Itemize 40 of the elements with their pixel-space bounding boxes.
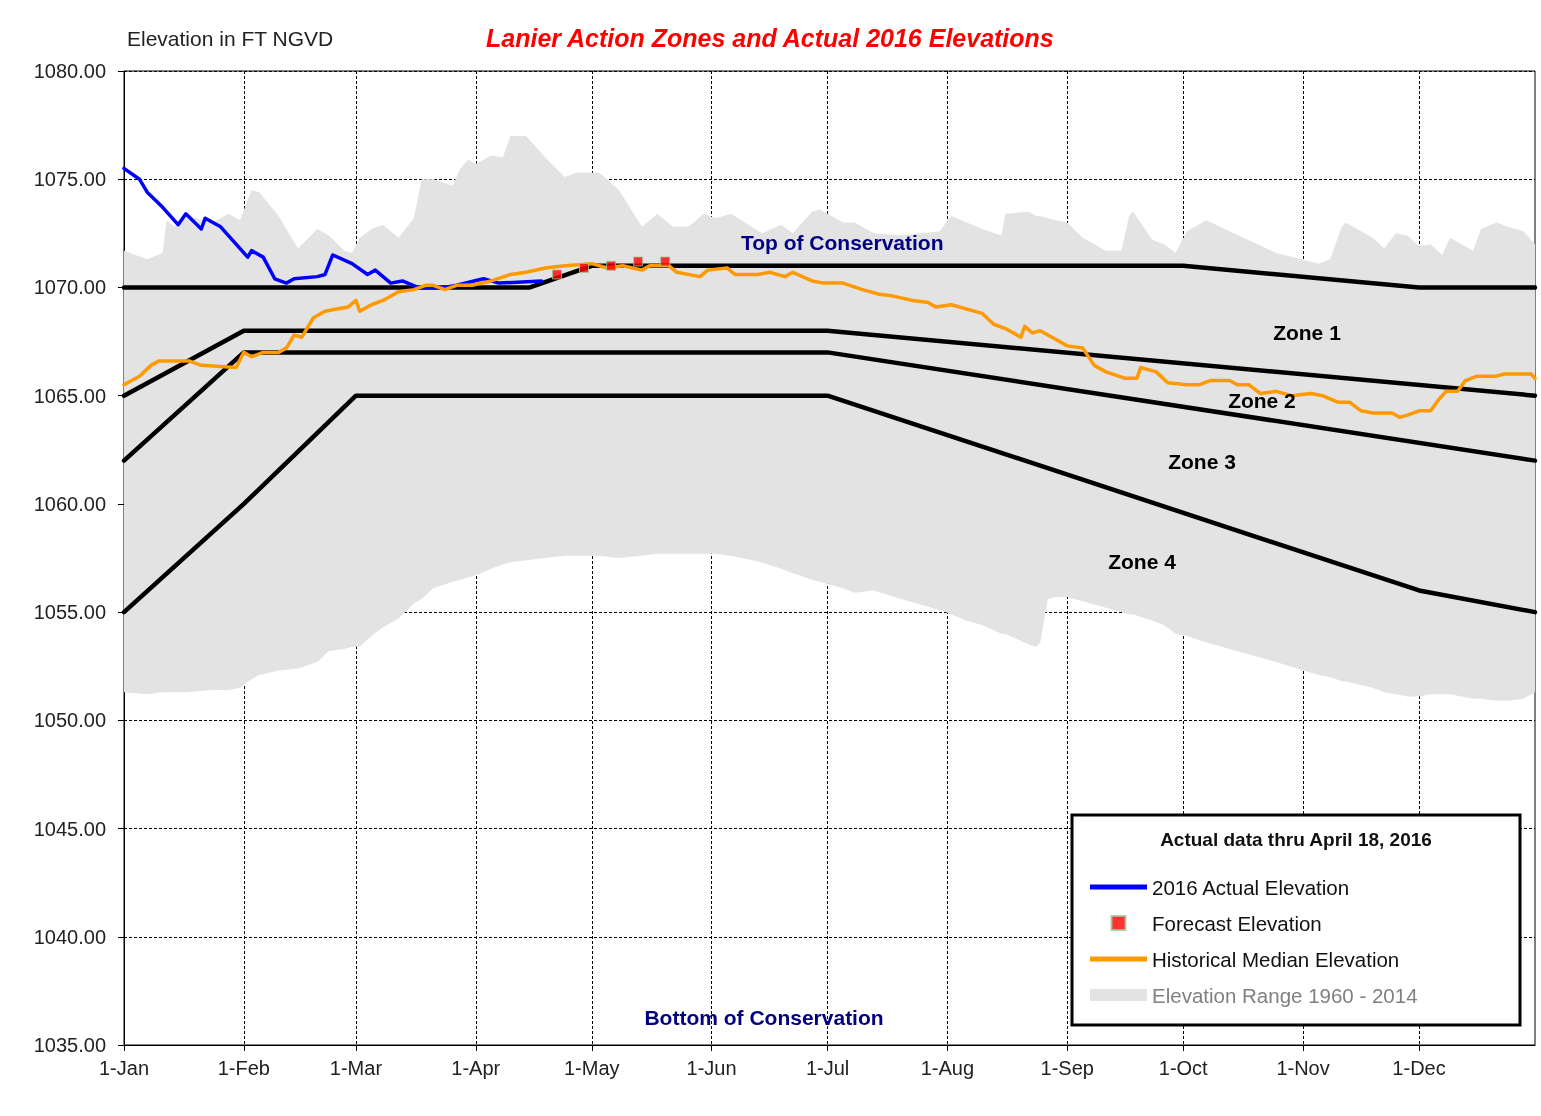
y-tick-label: 1060.00	[33, 492, 106, 515]
annotation: Zone 3	[1168, 450, 1236, 474]
legend-label: 2016 Actual Elevation	[1152, 875, 1350, 899]
annotation: Zone 4	[1108, 550, 1177, 574]
x-tick-label: 1-Nov	[1276, 1057, 1330, 1079]
x-tick-label: 1-Jun	[686, 1057, 737, 1079]
y-tick-label: 1045.00	[33, 817, 106, 840]
y-tick-label: 1070.00	[33, 276, 106, 299]
point	[551, 269, 562, 280]
annotation: Top of Conservation	[740, 230, 944, 254]
annotation: Zone 1	[1273, 320, 1342, 344]
x-tick-label: 1-Feb	[217, 1057, 270, 1079]
x-tick-label: 1-Aug	[920, 1057, 975, 1079]
point	[660, 256, 671, 267]
legend-label: Elevation Range 1960 - 2014	[1152, 983, 1418, 1007]
annotation: Bottom of Conservation	[644, 1005, 884, 1029]
x-tick-label: 1-Jan	[98, 1057, 150, 1079]
y-tick-label: 1075.00	[33, 168, 106, 191]
x-tick-label: 1-Mar	[329, 1057, 383, 1079]
legend-label: Historical Median Elevation	[1152, 947, 1400, 971]
y-axis-title: Elevation in FT NGVD	[127, 27, 334, 50]
point	[606, 260, 617, 271]
y-tick-label: 1040.00	[33, 925, 106, 948]
x-tick-label: 1-Jul	[805, 1057, 850, 1079]
legend-title: Actual data thru April 18, 2016	[1160, 829, 1432, 850]
y-tick-label: 1065.00	[33, 384, 106, 407]
x-tick-label: 1-May	[563, 1057, 620, 1079]
x-tick-label: 1-Dec	[1392, 1057, 1446, 1079]
x-tick-label: 1-Apr	[451, 1057, 501, 1079]
line-series	[122, 166, 544, 290]
x-tick-label: 1-Oct	[1158, 1057, 1209, 1079]
legend-label: Forecast Elevation	[1152, 911, 1322, 935]
point	[633, 256, 644, 267]
y-tick-label: 1055.00	[33, 601, 106, 624]
y-tick-label: 1035.00	[33, 1034, 106, 1056]
chart-title: Lanier Action Zones and Actual 2016 Elevations	[486, 23, 1054, 52]
x-tick-label: 1-Sep	[1040, 1057, 1094, 1079]
y-tick-label: 1080.00	[33, 60, 106, 82]
point	[579, 262, 590, 273]
y-tick-label: 1050.00	[33, 709, 106, 732]
